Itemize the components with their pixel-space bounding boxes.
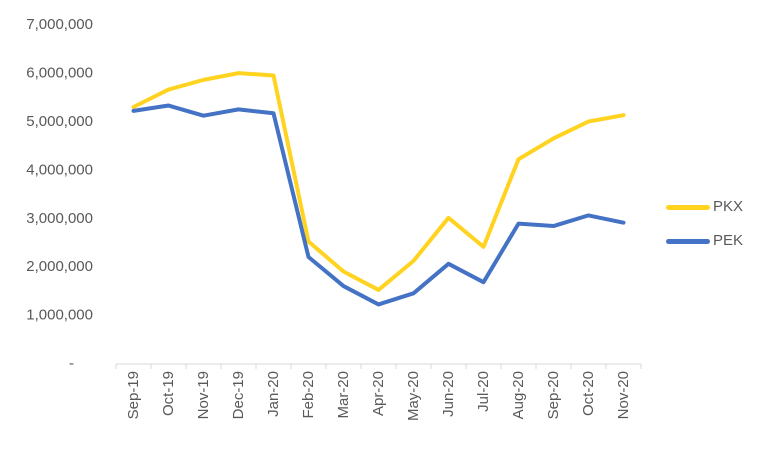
- pek-series-label: PEK: [713, 232, 744, 249]
- x-axis-tick-label: Sep-20: [545, 371, 562, 419]
- y-axis-tick-label: 2,000,000: [26, 258, 93, 275]
- y-axis-tick-label: 4,000,000: [26, 161, 93, 178]
- legend-item-pek: PEK: [666, 231, 743, 251]
- pkx-series-label: PKX: [713, 198, 744, 215]
- y-axis-tick-label: 7,000,000: [26, 16, 93, 33]
- x-axis-tick-label: Feb-20: [300, 371, 317, 419]
- x-axis-tick-label: Aug-20: [510, 371, 527, 419]
- x-axis-tick-label: Nov-20: [615, 371, 632, 419]
- x-axis-tick-label: Nov-19: [195, 371, 212, 419]
- legend-item-pkx: PKX: [666, 197, 743, 217]
- legend: PKX PEK: [666, 197, 743, 265]
- y-axis-tick-label: 6,000,000: [26, 65, 93, 82]
- x-axis-tick-label: Oct-20: [580, 371, 597, 416]
- x-axis-tick-label: Apr-20: [370, 371, 387, 416]
- x-axis-tick-label: Oct-19: [160, 371, 177, 416]
- x-axis-tick-label: Jan-20: [265, 371, 282, 417]
- series-line-pek: [131, 103, 626, 307]
- y-axis-tick-label: 1,000,000: [26, 307, 93, 324]
- y-axis-tick-label: -: [69, 355, 74, 372]
- x-axis-tick-label: Jun-20: [440, 371, 457, 417]
- x-axis-tick-label: May-20: [405, 371, 422, 421]
- x-axis-tick-label: Mar-20: [335, 371, 352, 419]
- x-axis-tick-label: Jul-20: [475, 371, 492, 412]
- series-line-pkx: [131, 71, 626, 292]
- y-axis-tick-label: 3,000,000: [26, 210, 93, 227]
- x-axis-tick-label: Dec-19: [230, 371, 247, 419]
- y-axis-tick-label: 5,000,000: [26, 113, 93, 130]
- pkx-series-swatch: [666, 204, 710, 210]
- pek-series-swatch: [666, 238, 710, 244]
- x-axis-tick-label: Sep-19: [125, 371, 142, 419]
